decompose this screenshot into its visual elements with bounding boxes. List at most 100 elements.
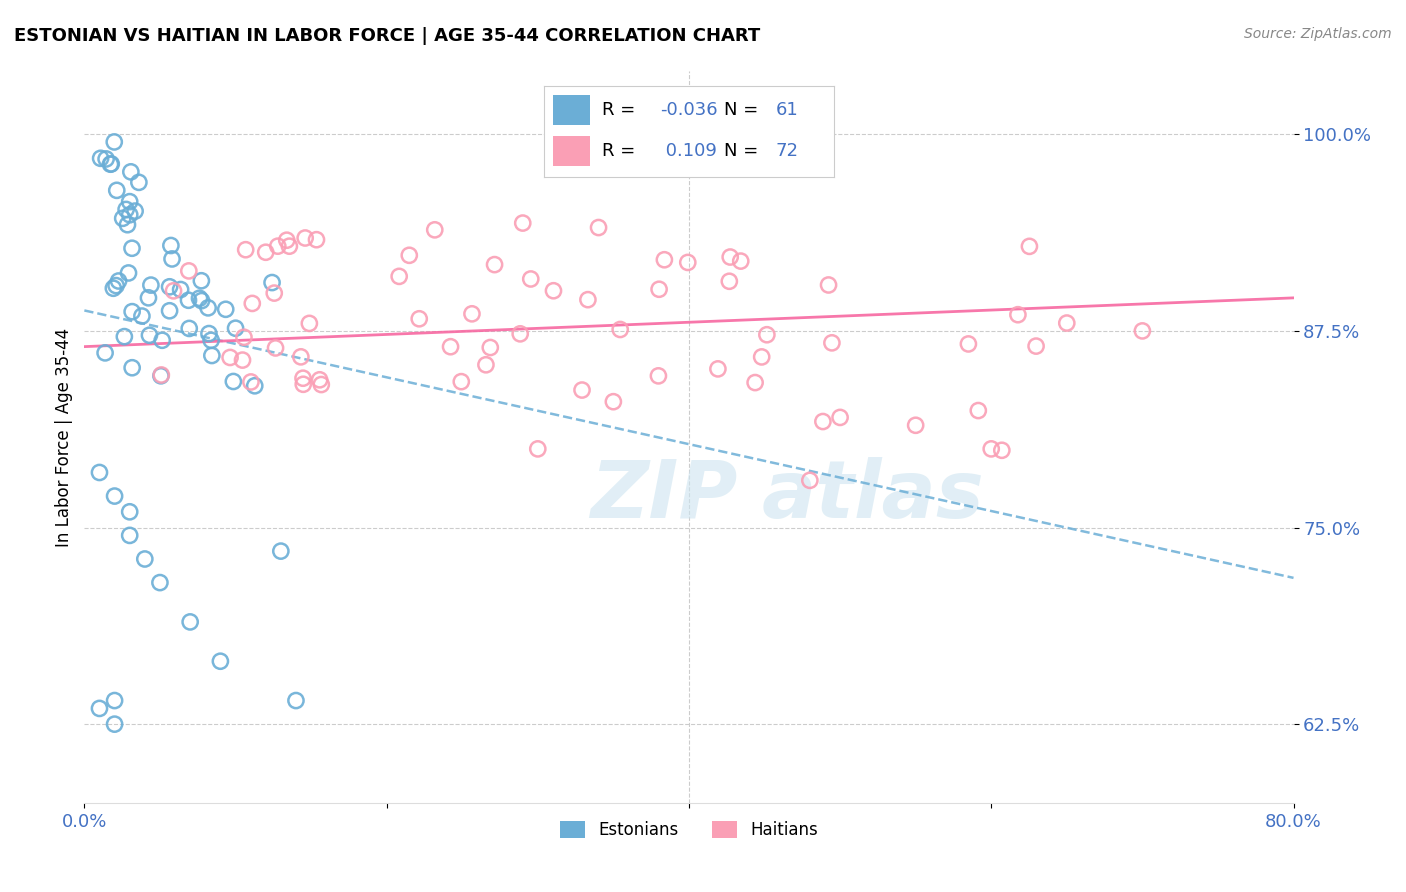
Point	[264, 341, 287, 355]
Point	[904, 418, 927, 433]
Point	[104, 489, 127, 503]
Point	[190, 274, 212, 288]
Point	[201, 349, 224, 363]
Point	[240, 296, 263, 310]
Point	[104, 693, 127, 707]
Point	[292, 371, 315, 385]
Point	[121, 241, 143, 255]
Point	[267, 239, 290, 253]
Point	[134, 552, 156, 566]
Point	[118, 208, 141, 222]
Point	[718, 274, 741, 288]
Point	[103, 135, 125, 149]
Text: ESTONIAN VS HAITIAN IN LABOR FORCE | AGE 35-44 CORRELATION CHART: ESTONIAN VS HAITIAN IN LABOR FORCE | AGE…	[14, 27, 761, 45]
Point	[484, 258, 506, 272]
Point	[90, 151, 112, 165]
Point	[100, 157, 122, 171]
Point	[450, 375, 472, 389]
Text: Source: ZipAtlas.com: Source: ZipAtlas.com	[1244, 27, 1392, 41]
Point	[118, 528, 141, 542]
Point	[707, 362, 730, 376]
Point	[648, 282, 671, 296]
Point	[1018, 239, 1040, 253]
Point	[117, 266, 139, 280]
Point	[260, 276, 283, 290]
Point	[243, 379, 266, 393]
Point	[285, 693, 308, 707]
Point	[439, 340, 461, 354]
Point	[131, 309, 153, 323]
Point	[744, 376, 766, 390]
Point	[138, 328, 160, 343]
Point	[654, 252, 676, 267]
Point	[398, 248, 420, 262]
Point	[235, 243, 257, 257]
Point	[209, 654, 232, 668]
Point	[100, 157, 122, 171]
Point	[278, 239, 301, 253]
Point	[215, 302, 238, 317]
Point	[139, 278, 162, 293]
Point	[150, 368, 173, 382]
Point	[89, 701, 111, 715]
Point	[1130, 324, 1153, 338]
Point	[527, 442, 550, 456]
Point	[118, 194, 141, 209]
Point	[115, 202, 138, 217]
Point	[239, 375, 262, 389]
Point	[602, 394, 624, 409]
Point	[311, 377, 333, 392]
Point	[290, 350, 312, 364]
Point	[588, 220, 610, 235]
Point	[94, 346, 117, 360]
Point	[198, 326, 221, 341]
Y-axis label: In Labor Force | Age 35-44: In Labor Force | Age 35-44	[55, 327, 73, 547]
Point	[276, 233, 298, 247]
Point	[308, 373, 330, 387]
Point	[200, 333, 222, 347]
Point	[423, 223, 446, 237]
Point	[233, 330, 256, 344]
Point	[270, 544, 292, 558]
Point	[647, 368, 669, 383]
Point	[957, 337, 980, 351]
Point	[991, 443, 1014, 458]
Point	[305, 233, 328, 247]
Point	[118, 505, 141, 519]
Point	[799, 473, 821, 487]
Point	[1007, 308, 1029, 322]
Point	[124, 204, 146, 219]
Point	[751, 350, 773, 364]
Point	[138, 291, 160, 305]
Point	[1327, 128, 1350, 142]
Legend: Estonians, Haitians: Estonians, Haitians	[554, 814, 824, 846]
Point	[292, 377, 315, 392]
Point	[149, 368, 172, 383]
Point	[225, 321, 247, 335]
Point	[104, 717, 127, 731]
Point	[263, 286, 285, 301]
Point	[408, 311, 430, 326]
Point	[967, 403, 990, 417]
Text: ZIP: ZIP	[591, 457, 737, 534]
Point	[111, 211, 134, 226]
Point	[159, 303, 181, 318]
Point	[219, 351, 242, 365]
Point	[609, 322, 631, 336]
Point	[512, 216, 534, 230]
Point	[112, 329, 135, 343]
Point	[159, 280, 181, 294]
Point	[509, 326, 531, 341]
Point	[177, 264, 200, 278]
Point	[576, 293, 599, 307]
Point	[179, 321, 201, 335]
Point	[103, 281, 125, 295]
Point	[543, 284, 565, 298]
Point	[479, 341, 502, 355]
Point	[571, 383, 593, 397]
Point	[105, 278, 128, 293]
Point	[222, 375, 245, 389]
Point	[188, 291, 211, 305]
Point	[676, 255, 699, 269]
Point	[231, 353, 253, 368]
